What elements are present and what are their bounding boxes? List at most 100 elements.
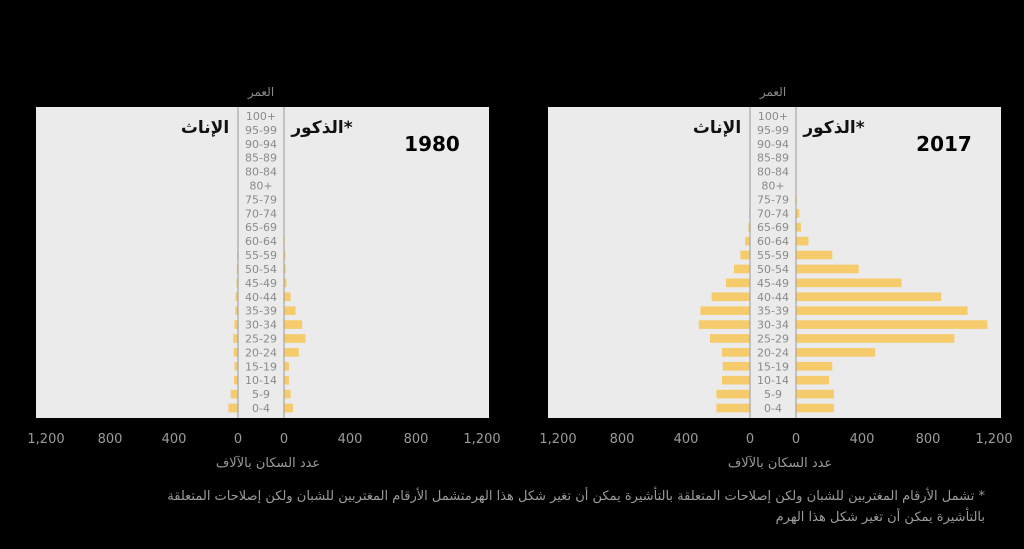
female-bar	[716, 389, 750, 399]
male-label: الذكور*	[290, 118, 352, 138]
male-bar	[284, 320, 303, 329]
x-tick-label: 0	[234, 432, 242, 447]
female-bar	[228, 403, 238, 413]
age-group-label: 70-74	[245, 207, 277, 220]
age-group-label: 40-44	[757, 291, 789, 304]
x-tick-label: 1,200	[975, 432, 1012, 447]
plot-background	[548, 107, 1001, 418]
age-group-label: 45-49	[757, 277, 789, 290]
age-group-label: 55-59	[245, 249, 277, 262]
male-bar	[796, 403, 834, 413]
female-bar	[711, 292, 750, 302]
male-bar	[284, 403, 294, 413]
female-bar	[740, 250, 750, 260]
female-bar	[235, 306, 238, 315]
x-tick-label: 0	[792, 432, 800, 447]
age-group-label: 5-9	[764, 388, 782, 401]
age-group-label: 0-4	[252, 402, 270, 415]
x-tick-label: 800	[916, 432, 941, 447]
male-bar	[796, 375, 829, 385]
age-group-label: 80+	[249, 180, 272, 193]
age-group-label: 35-39	[757, 305, 789, 318]
age-group-label: 30-34	[245, 319, 277, 332]
male-bar	[284, 348, 299, 357]
x-tick-label: 800	[610, 432, 635, 447]
age-group-label: 45-49	[245, 277, 277, 290]
female-label: الإناث	[693, 118, 741, 138]
x-tick-label: 0	[746, 432, 754, 447]
age-group-label: 90-94	[757, 138, 789, 151]
female-bar	[726, 278, 750, 288]
x-tick-label: 800	[98, 432, 123, 447]
male-bar	[284, 389, 291, 399]
age-group-label: 85-89	[757, 152, 789, 165]
age-group-label: 50-54	[245, 263, 277, 276]
age-group-label: 25-29	[757, 332, 789, 345]
age-group-label: 0-4	[764, 402, 782, 415]
x-tick-label: 400	[162, 432, 187, 447]
male-bar	[796, 278, 902, 288]
age-group-label: 85-89	[245, 152, 277, 165]
female-label: الإناث	[181, 118, 229, 138]
male-bar	[796, 264, 859, 274]
footnote-line-1: * تشمل الأرقام المغتربين للشبان ولكن إصل…	[167, 489, 985, 504]
age-group-label: 20-24	[245, 346, 277, 359]
chart-year-title: 2017	[916, 132, 972, 156]
female-bar	[710, 334, 750, 343]
male-label: الذكور*	[802, 118, 864, 138]
female-bar	[745, 236, 750, 246]
age-group-label: 20-24	[757, 346, 789, 359]
x-axis-label: عدد السكان بالآلاف	[728, 455, 832, 471]
male-bar	[796, 320, 988, 329]
female-bar	[716, 403, 750, 413]
age-group-label: 100+	[758, 110, 788, 123]
age-group-label: 25-29	[245, 332, 277, 345]
age-group-label: 40-44	[245, 291, 277, 304]
female-bar	[236, 264, 238, 274]
age-group-label: 100+	[246, 110, 276, 123]
x-tick-label: 400	[674, 432, 699, 447]
male-bar	[284, 361, 289, 371]
male-bar	[284, 278, 287, 288]
age-group-label: 5-9	[252, 388, 270, 401]
age-group-label: 50-54	[757, 263, 789, 276]
female-bar	[722, 348, 750, 357]
footnote: * تشمل الأرقام المغتربين للشبان ولكن إصل…	[40, 486, 985, 528]
male-bar	[796, 222, 801, 232]
age-group-label: 90-94	[245, 138, 277, 151]
pyramid-chart-1980: 100+ 95-99 90-94 85-89 80-84 80+ 75-79 70-74 65-…	[0, 0, 512, 480]
female-bar	[722, 361, 750, 371]
x-tick-label: 0	[280, 432, 288, 447]
x-axis-label: عدد السكان بالآلاف	[216, 455, 320, 471]
female-bar	[233, 348, 238, 357]
female-bar	[700, 306, 750, 315]
age-group-label: 70-74	[757, 207, 789, 220]
female-bar	[236, 278, 238, 288]
chart-svg: 100+95-9990-9485-8980-8480+75-7970-7465-…	[27, 85, 500, 471]
x-tick-label: 400	[338, 432, 363, 447]
age-axis-label: العمر	[759, 85, 786, 100]
female-bar	[235, 292, 238, 302]
chart-svg: 100+95-9990-9485-8980-8480+75-7970-7465-…	[539, 85, 1012, 471]
male-bar	[796, 209, 800, 218]
age-group-label: 65-69	[757, 221, 789, 234]
male-bar	[796, 236, 809, 246]
x-tick-label: 1,200	[539, 432, 576, 447]
male-bar	[284, 334, 306, 343]
age-axis-label: العمر	[247, 85, 274, 100]
male-bar	[796, 361, 833, 371]
age-group-label: 75-79	[245, 193, 277, 206]
age-group-label: 80+	[761, 180, 784, 193]
female-bar	[230, 389, 238, 399]
age-group-label: 30-34	[757, 319, 789, 332]
x-tick-label: 1,200	[27, 432, 64, 447]
age-group-label: 10-14	[245, 374, 277, 387]
age-group-label: 95-99	[757, 124, 789, 137]
age-group-label: 60-64	[757, 235, 789, 248]
age-group-label: 80-84	[757, 166, 789, 179]
male-bar	[796, 389, 834, 399]
x-tick-label: 800	[404, 432, 429, 447]
footnote-line-2: بالتأشيرة يمكن أن تغير شكل هذا الهرم	[775, 510, 985, 525]
age-group-label: 65-69	[245, 221, 277, 234]
female-bar	[722, 375, 750, 385]
